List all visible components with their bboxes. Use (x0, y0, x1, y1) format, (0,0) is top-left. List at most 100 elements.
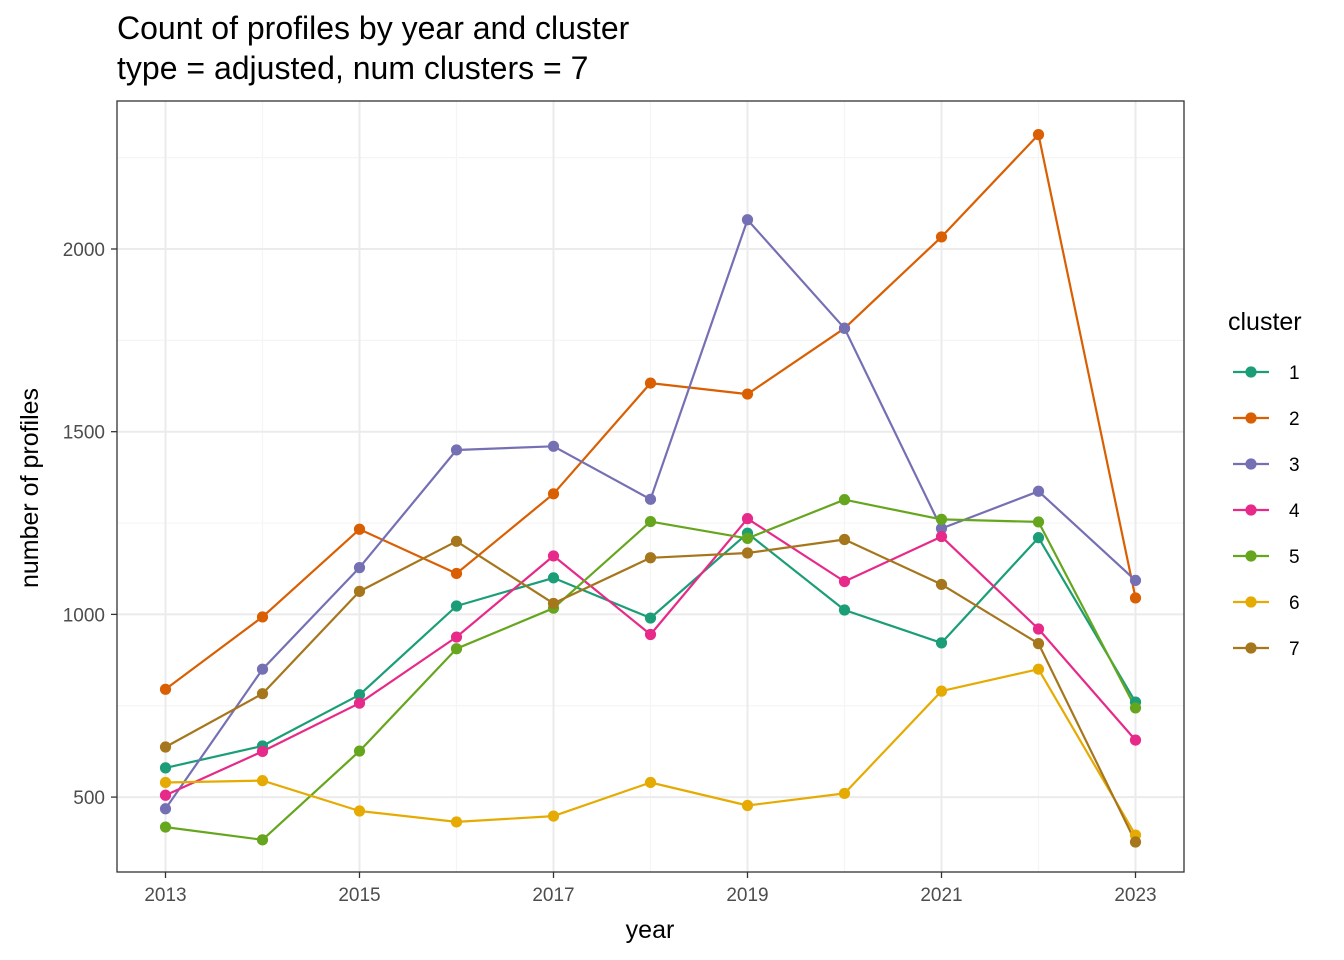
legend-label: 4 (1289, 501, 1300, 522)
legend-label: 5 (1289, 547, 1300, 568)
y-axis: 500 1000 1500 2000 (63, 240, 117, 809)
data-point-cluster-6 (353, 805, 366, 817)
data-point-cluster-3 (935, 522, 948, 535)
data-point-cluster-6 (741, 799, 754, 812)
data-point-cluster-3 (547, 440, 560, 452)
data-point-cluster-3 (159, 803, 172, 815)
data-point-cluster-2 (547, 488, 560, 500)
data-point-cluster-2 (450, 567, 463, 580)
legend-item-cluster-5: 5 (1233, 547, 1300, 568)
data-point-cluster-5 (450, 643, 463, 655)
data-point-cluster-1 (935, 637, 948, 649)
x-tick-label: 2015 (338, 885, 380, 906)
data-point-cluster-6 (547, 810, 560, 822)
data-point-cluster-2 (741, 388, 754, 400)
data-point-cluster-4 (547, 550, 560, 562)
minor-gridlines (117, 101, 1184, 872)
legend-label: 1 (1289, 363, 1300, 384)
data-point-cluster-2 (1129, 592, 1142, 604)
legend-key-point (1245, 596, 1257, 608)
data-point-cluster-1 (1032, 532, 1045, 544)
y-tick-label: 1000 (63, 605, 105, 626)
data-point-cluster-3 (741, 214, 754, 226)
data-point-cluster-7 (547, 597, 560, 610)
data-point-cluster-5 (256, 834, 269, 846)
data-point-cluster-5 (159, 821, 172, 833)
data-point-cluster-2 (935, 231, 948, 243)
x-tick-label: 2013 (144, 885, 186, 906)
data-point-cluster-1 (450, 600, 463, 612)
data-point-cluster-5 (1032, 516, 1045, 528)
data-point-cluster-4 (644, 628, 657, 641)
major-gridlines (117, 101, 1184, 872)
legend-item-cluster-6: 6 (1233, 593, 1300, 614)
data-point-cluster-4 (256, 745, 269, 758)
y-tick-label: 1500 (63, 423, 105, 444)
data-point-cluster-3 (353, 562, 366, 574)
data-point-cluster-1 (838, 604, 851, 616)
data-point-cluster-1 (644, 612, 657, 624)
y-tick-label: 500 (73, 788, 105, 809)
legend-key-point (1245, 504, 1257, 516)
data-point-cluster-6 (935, 685, 948, 697)
series-points (159, 129, 1142, 848)
data-point-cluster-4 (159, 789, 172, 801)
x-tick-label: 2023 (1114, 885, 1156, 906)
data-point-cluster-6 (159, 776, 172, 789)
data-point-cluster-7 (450, 535, 463, 547)
legend-label: 3 (1289, 455, 1300, 476)
data-point-cluster-7 (644, 552, 657, 564)
data-point-cluster-6 (1032, 663, 1045, 675)
data-point-cluster-3 (644, 493, 657, 505)
legend-label: 7 (1289, 639, 1300, 660)
data-point-cluster-3 (1129, 574, 1142, 587)
data-point-cluster-2 (159, 683, 172, 695)
legend-key-point (1245, 412, 1257, 424)
x-tick-label: 2021 (920, 885, 962, 906)
legend-item-cluster-4: 4 (1233, 501, 1300, 522)
panel-border (116, 100, 1185, 873)
data-point-cluster-1 (159, 762, 172, 774)
y-axis-title: number of profiles (16, 388, 44, 588)
x-tick-label: 2017 (532, 885, 574, 906)
legend-item-cluster-1: 1 (1233, 363, 1300, 384)
data-point-cluster-6 (450, 816, 463, 828)
data-point-cluster-4 (1129, 734, 1142, 746)
data-point-cluster-4 (353, 697, 366, 709)
legend-key-point (1245, 366, 1257, 378)
data-point-cluster-4 (1032, 623, 1045, 635)
data-point-cluster-7 (353, 585, 366, 597)
data-point-cluster-7 (1032, 638, 1045, 650)
legend-items: 1 2 3 4 5 6 7 (1233, 363, 1300, 660)
data-point-cluster-7 (256, 688, 269, 700)
data-point-cluster-7 (935, 578, 948, 591)
data-point-cluster-2 (1032, 129, 1045, 141)
data-point-cluster-5 (838, 494, 851, 506)
data-point-cluster-3 (838, 322, 851, 334)
data-point-cluster-3 (1032, 485, 1045, 497)
legend: cluster 1 2 3 4 5 6 7 (1228, 308, 1302, 660)
data-point-cluster-2 (256, 611, 269, 623)
data-point-cluster-7 (159, 741, 172, 753)
data-point-cluster-5 (1129, 702, 1142, 714)
data-point-cluster-2 (353, 523, 366, 535)
legend-key-point (1245, 550, 1257, 562)
data-point-cluster-1 (547, 572, 560, 584)
data-point-cluster-5 (353, 745, 366, 757)
chart-subtitle: type = adjusted, num clusters = 7 (117, 50, 589, 86)
data-point-cluster-5 (644, 515, 657, 528)
data-point-cluster-7 (741, 547, 754, 559)
legend-item-cluster-2: 2 (1233, 409, 1300, 430)
legend-item-cluster-7: 7 (1233, 639, 1300, 660)
data-point-cluster-6 (838, 787, 851, 800)
y-tick-label: 2000 (63, 240, 105, 261)
data-point-cluster-3 (256, 663, 269, 675)
data-point-cluster-3 (450, 444, 463, 456)
data-point-cluster-4 (741, 513, 754, 525)
x-tick-label: 2019 (726, 885, 768, 906)
data-point-cluster-7 (838, 533, 851, 546)
legend-label: 2 (1289, 409, 1300, 430)
data-point-cluster-1 (353, 689, 366, 701)
data-point-cluster-4 (450, 631, 463, 643)
